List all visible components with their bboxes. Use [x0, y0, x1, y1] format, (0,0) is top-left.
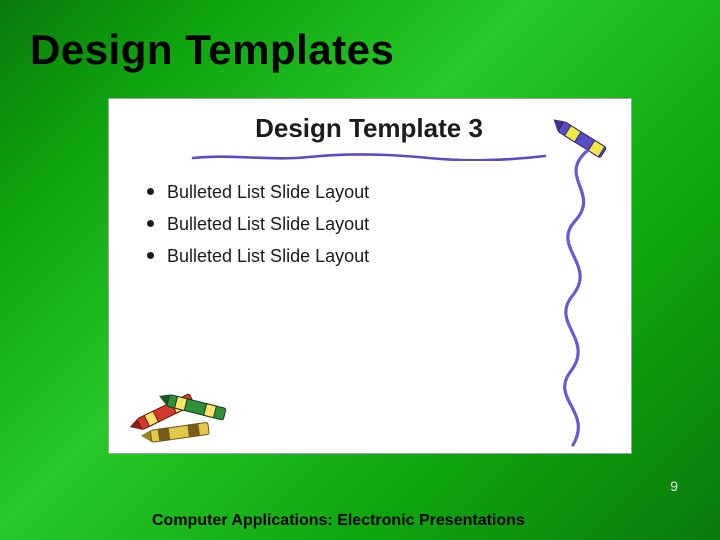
- slide-title: Design Templates: [30, 26, 394, 74]
- page-number: 9: [670, 478, 678, 494]
- bullet-text: Bulleted List Slide Layout: [167, 246, 369, 266]
- crayons-icon: [123, 357, 253, 447]
- slide-container: Design Templates Design Template 3 Bulle…: [0, 0, 720, 540]
- bullet-list: Bulleted List Slide Layout Bulleted List…: [145, 177, 369, 273]
- inner-slide: Design Template 3 Bulleted List Slide La…: [108, 98, 632, 454]
- inner-slide-title: Design Template 3: [189, 113, 549, 144]
- bullet-item: Bulleted List Slide Layout: [145, 177, 369, 207]
- bullet-text: Bulleted List Slide Layout: [167, 182, 369, 202]
- title-underline: [191, 153, 547, 161]
- squiggle-line: [547, 149, 607, 449]
- bullet-text: Bulleted List Slide Layout: [167, 214, 369, 234]
- slide-footer: Computer Applications: Electronic Presen…: [152, 512, 525, 530]
- bullet-item: Bulleted List Slide Layout: [145, 209, 369, 239]
- bullet-item: Bulleted List Slide Layout: [145, 241, 369, 271]
